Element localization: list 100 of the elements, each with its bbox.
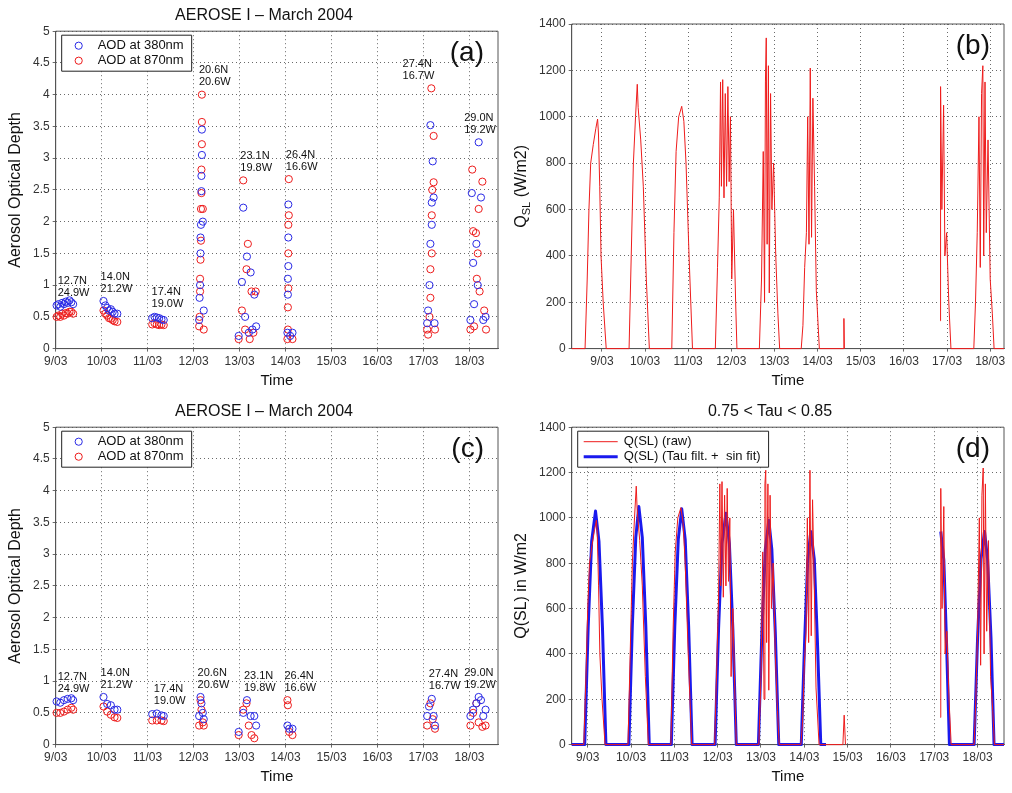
y-tick-label: 1.5 xyxy=(32,641,50,656)
y-tick-label: 1 xyxy=(42,277,50,292)
x-tick-label: 18/03 xyxy=(454,750,485,765)
x-axis-title: Time xyxy=(771,767,805,785)
x-tick-label: 9/03 xyxy=(44,750,68,765)
y-axis-title: QSL (W/m2) xyxy=(512,144,533,228)
y-tick-label: 600 xyxy=(545,600,567,615)
annotation: 29.0N 19.2W xyxy=(464,665,497,690)
x-tick-label: 9/03 xyxy=(590,354,614,369)
x-axis-title: Time xyxy=(260,767,294,785)
legend-label: AOD at 870nm xyxy=(97,52,184,68)
x-tick-label: 10/03 xyxy=(616,750,647,765)
annotation: 14.0N 21.2W xyxy=(100,269,133,294)
y-tick-label: 1000 xyxy=(538,510,567,525)
y-tick-label: 800 xyxy=(545,555,567,570)
x-tick-label: 14/03 xyxy=(270,750,301,765)
legend-label: Q(SL) (raw) xyxy=(623,433,692,449)
y-tick-label: 0 xyxy=(559,340,567,355)
y-tick-label: 1000 xyxy=(538,109,567,124)
annotation: 23.1N 19.8W xyxy=(240,148,273,173)
y-tick-label: 1200 xyxy=(538,464,567,479)
x-tick-label: 9/03 xyxy=(44,354,68,369)
x-tick-label: 10/03 xyxy=(630,354,661,369)
legend-label: Q(SL) (Tau filt. + sin fit) xyxy=(623,448,761,464)
x-tick-label: 13/03 xyxy=(224,750,255,765)
x-tick-label: 13/03 xyxy=(224,354,255,369)
x-tick-label: 12/03 xyxy=(178,750,209,765)
y-axis-title: Aerosol Optical Depth xyxy=(6,508,24,664)
x-tick-label: 10/03 xyxy=(86,354,117,369)
x-tick-label: 14/03 xyxy=(270,354,301,369)
y-axis-title: Aerosol Optical Depth xyxy=(6,112,24,268)
y-tick-label: 400 xyxy=(545,646,567,661)
y-axis-title: Q(SL) in W/m2 xyxy=(512,532,530,639)
y-tick-label: 2.5 xyxy=(32,182,50,197)
x-tick-label: 13/03 xyxy=(745,750,777,765)
y-tick-label: 0.5 xyxy=(32,309,50,324)
annotation: 20.6N 20.6W xyxy=(198,63,232,88)
annotation: (b) xyxy=(955,28,991,60)
y-tick-label: 0 xyxy=(42,340,50,355)
x-axis-title: Time xyxy=(260,371,294,389)
annotation: (d) xyxy=(955,431,991,463)
x-tick-label: 18/03 xyxy=(975,354,1006,369)
x-tick-label: 17/03 xyxy=(408,354,439,369)
y-tick-label: 1400 xyxy=(538,16,567,31)
x-axis-title: Time xyxy=(771,371,805,389)
x-tick-label: 17/03 xyxy=(932,354,963,369)
legend-label: AOD at 870nm xyxy=(97,448,184,464)
y-tick-label: 1400 xyxy=(538,419,567,434)
annotation: 20.6N 20.6W xyxy=(197,665,230,690)
y-tick-label: 3 xyxy=(42,546,50,561)
y-tick-label: 200 xyxy=(545,294,567,309)
x-tick-label: 15/03 xyxy=(316,354,347,369)
annotation: (a) xyxy=(449,35,485,67)
chart-title: 0.75 < Tau < 0.85 xyxy=(707,402,833,420)
x-tick-label: 16/03 xyxy=(362,354,393,369)
annotation: 17.4N 19.0W xyxy=(151,285,184,310)
annotation: 27.4N 16.7W xyxy=(402,56,435,81)
annotation: 23.1N 19.8W xyxy=(243,668,277,693)
chart-title: AEROSE I – March 2004 xyxy=(175,6,354,24)
y-tick-label: 400 xyxy=(545,248,567,263)
x-tick-label: 15/03 xyxy=(845,354,877,369)
y-tick-label: 4 xyxy=(42,86,50,101)
x-tick-label: 16/03 xyxy=(875,750,907,765)
y-tick-label: 600 xyxy=(545,201,567,216)
y-tick-label: 800 xyxy=(545,155,567,170)
y-tick-label: 3.5 xyxy=(32,514,50,529)
x-tick-label: 12/03 xyxy=(716,354,747,369)
x-tick-label: 14/03 xyxy=(789,750,820,765)
x-tick-label: 16/03 xyxy=(362,750,393,765)
x-tick-label: 12/03 xyxy=(702,750,734,765)
x-tick-label: 11/03 xyxy=(133,750,163,765)
y-tick-label: 3 xyxy=(42,150,50,165)
annotation: 29.0N 19.2W xyxy=(464,110,497,135)
x-tick-label: 11/03 xyxy=(659,750,690,765)
y-tick-label: 0 xyxy=(42,736,50,751)
x-tick-label: 16/03 xyxy=(888,354,920,369)
annotation: 14.0N 21.2W xyxy=(100,665,133,690)
y-tick-label: 3.5 xyxy=(32,118,50,133)
y-tick-label: 4.5 xyxy=(32,55,50,70)
x-tick-label: 13/03 xyxy=(759,354,790,369)
annotation: 17.4N 19.0W xyxy=(153,682,187,707)
x-tick-label: 15/03 xyxy=(832,750,863,765)
x-tick-label: 10/03 xyxy=(86,750,117,765)
y-tick-label: 1.5 xyxy=(32,245,50,260)
x-tick-label: 12/03 xyxy=(178,354,209,369)
chart-title: AEROSE I – March 2004 xyxy=(175,402,354,420)
x-tick-label: 18/03 xyxy=(454,354,485,369)
y-tick-label: 4.5 xyxy=(32,451,50,466)
y-tick-label: 200 xyxy=(545,691,567,706)
x-tick-label: 9/03 xyxy=(576,750,600,765)
y-tick-label: 2 xyxy=(42,213,50,228)
legend-label: AOD at 380nm xyxy=(97,433,184,449)
y-tick-label: 2 xyxy=(42,609,50,624)
x-tick-label: 15/03 xyxy=(316,750,347,765)
x-tick-label: 17/03 xyxy=(919,750,950,765)
y-tick-label: 0.5 xyxy=(32,705,50,720)
annotation: 26.4N 16.6W xyxy=(285,147,319,172)
x-tick-label: 11/03 xyxy=(133,354,163,369)
y-tick-label: 1200 xyxy=(538,62,567,77)
y-tick-label: 0 xyxy=(559,736,567,751)
